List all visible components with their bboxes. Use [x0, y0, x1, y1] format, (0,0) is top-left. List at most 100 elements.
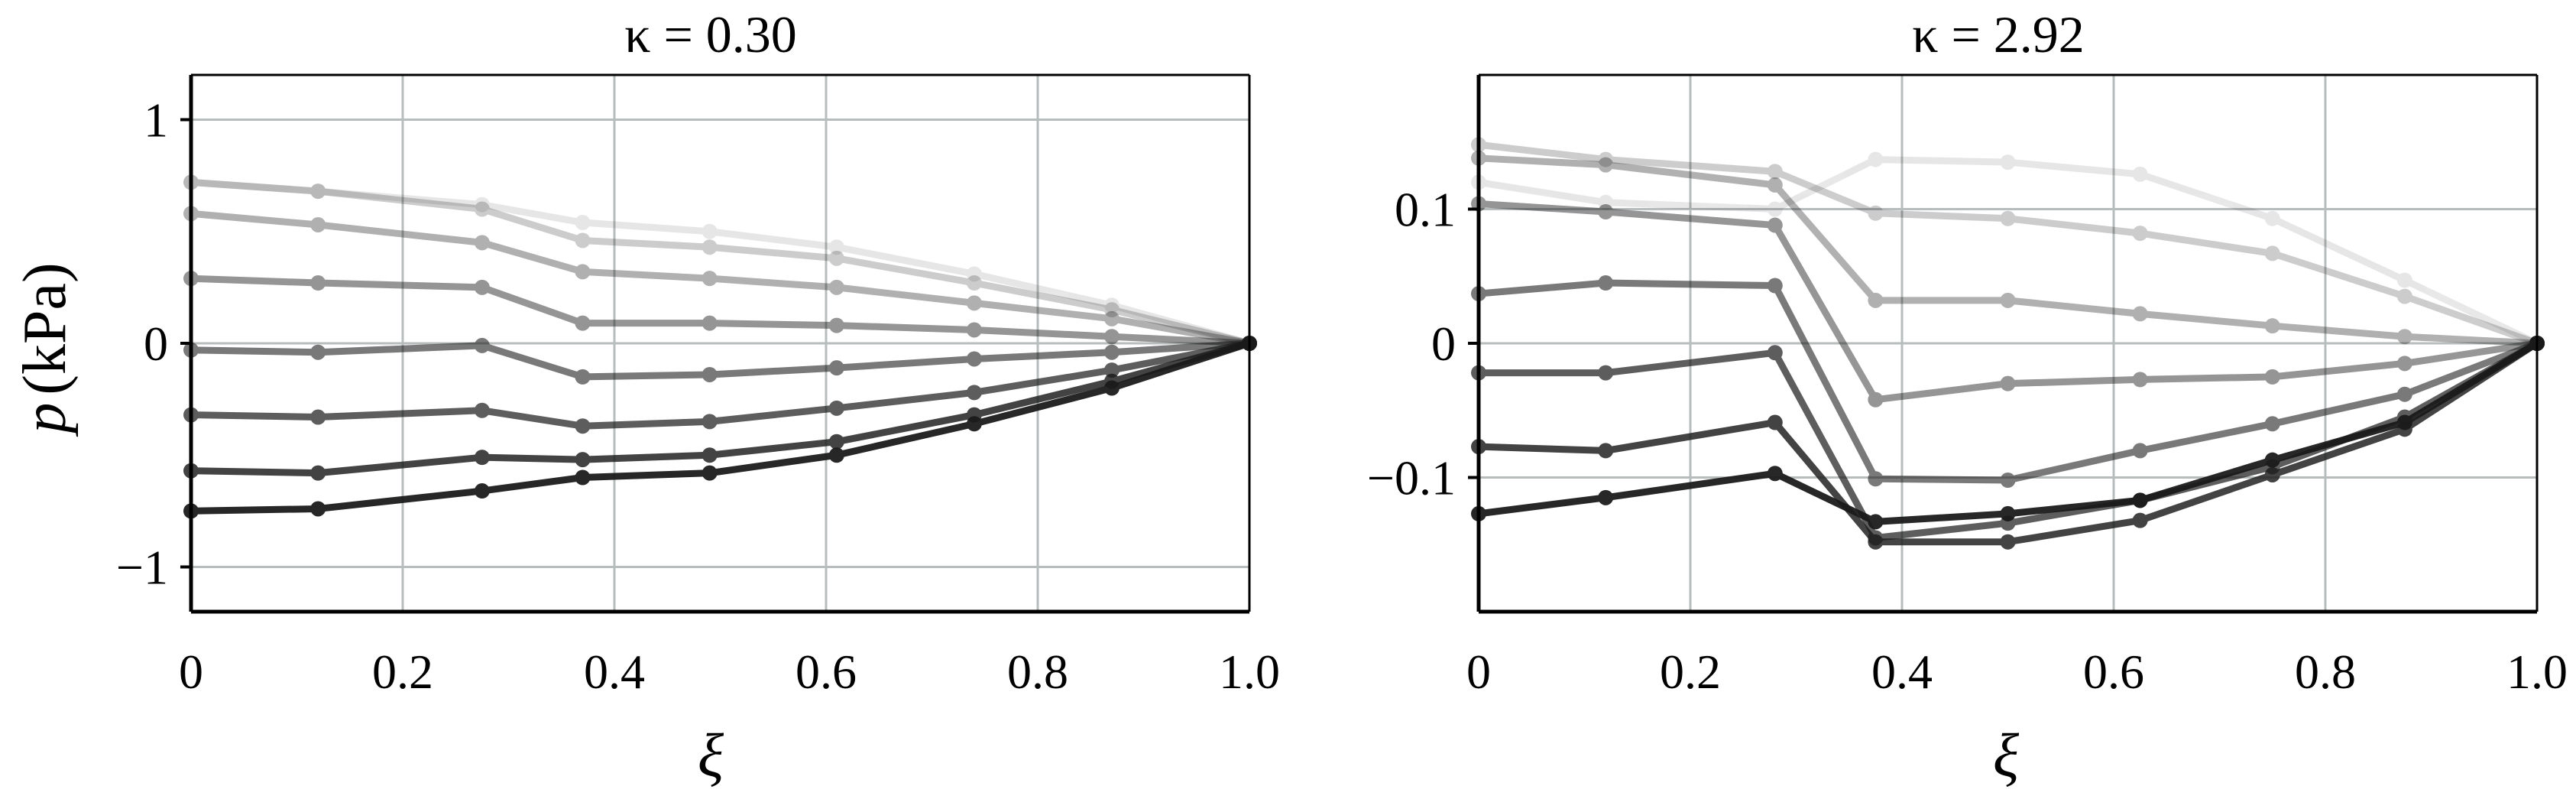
data-point [702, 223, 718, 239]
data-point [1868, 514, 1884, 530]
data-point [2264, 416, 2280, 432]
data-point [828, 400, 844, 416]
data-point [1767, 201, 1783, 217]
data-point [474, 450, 490, 466]
panel-title: κ = 0.30 [624, 5, 797, 63]
data-point [2000, 154, 2016, 171]
data-point [474, 402, 490, 418]
series-line [1478, 141, 2539, 347]
x-tick-label: 0.4 [584, 645, 645, 699]
x-tick-labels: 0 0.2 0.4 0.6 0.8 1.0 [1466, 645, 2568, 699]
x-tick-label: 0.6 [795, 645, 857, 699]
data-point [828, 434, 844, 450]
series-line [190, 339, 1251, 477]
data-point [575, 418, 591, 434]
panel-kappa-high: κ = 2.92 0 0.2 0.4 0.6 0.8 1.0 −0.1 0 0.1 ξ [1367, 5, 2568, 790]
data-point [2264, 466, 2280, 482]
data-point [2396, 329, 2412, 345]
data-point [702, 465, 718, 481]
x-tick-label: 0.6 [2083, 645, 2144, 699]
y-tick-label: 0 [1431, 317, 1456, 371]
data-point [1103, 380, 1120, 396]
series-7 [1471, 336, 2545, 530]
data-point [310, 344, 326, 360]
data-point [474, 201, 490, 217]
data-point [2132, 372, 2148, 388]
y-tick-label: 1 [144, 93, 168, 148]
data-point [1868, 151, 1884, 167]
data-point [2396, 414, 2412, 430]
series-3 [183, 271, 1257, 351]
data-point [1767, 414, 1783, 430]
series-2 [1471, 150, 2545, 351]
x-tick-label: 1.0 [2506, 645, 2568, 699]
data-point [1103, 297, 1120, 313]
series-line [190, 339, 1251, 515]
data-point [2396, 356, 2412, 372]
series-6 [183, 336, 1257, 481]
data-point [2132, 492, 2148, 508]
data-point [966, 266, 982, 282]
data-point [310, 216, 326, 232]
y-tick-label: −1 [116, 541, 168, 595]
data-point [575, 315, 591, 331]
data-point [828, 317, 844, 333]
series-line [190, 274, 1250, 347]
data-point [1103, 310, 1120, 326]
series-4 [183, 336, 1257, 385]
series-2 [183, 206, 1257, 351]
data-point [310, 184, 326, 200]
grid [191, 75, 1251, 612]
series-4 [1471, 275, 2545, 489]
series-0 [1471, 151, 2545, 351]
data-point [1598, 275, 1614, 291]
data-point [1868, 205, 1884, 221]
data-point [474, 197, 490, 213]
x-tick-label: 1.0 [1219, 645, 1280, 699]
data-point [310, 465, 326, 481]
data-point [1598, 489, 1614, 505]
data-point [2132, 443, 2148, 459]
x-tick-label: 0.8 [1007, 645, 1068, 699]
data-point [702, 366, 718, 382]
panel-title: κ = 2.92 [1912, 5, 2085, 63]
y-tick-label: 0.1 [1395, 183, 1456, 237]
series-line [1478, 200, 2538, 404]
data-point [1868, 391, 1884, 408]
y-tick-labels: −1 0 1 [116, 93, 168, 595]
data-point [828, 239, 844, 255]
data-point [1868, 292, 1884, 308]
data-point [474, 279, 490, 295]
data-point [828, 360, 844, 376]
data-point [310, 501, 326, 517]
data-point [966, 385, 982, 401]
data-point [966, 322, 982, 338]
data-point [2396, 386, 2412, 402]
data-point [575, 215, 591, 231]
series-layer [183, 174, 1257, 519]
data-point [702, 271, 718, 287]
panel-kappa-low: κ = 0.30 0 0.2 0.4 0.6 0.8 1.0 −101 ξ p(kPa) [11, 5, 1280, 790]
y-tick-labels: −0.1 0 0.1 [1367, 183, 1456, 505]
data-point [966, 416, 982, 432]
data-point [828, 279, 844, 295]
data-point [575, 469, 591, 486]
data-point [1103, 302, 1120, 318]
series-line [190, 178, 1251, 347]
x-tick-label: 0 [179, 645, 203, 699]
data-point [2132, 166, 2148, 182]
data-point [2000, 210, 2016, 226]
data-point [2264, 452, 2280, 468]
data-point [1767, 217, 1783, 233]
data-point [1598, 151, 1614, 167]
x-tick-labels: 0 0.2 0.4 0.6 0.8 1.0 [179, 645, 1280, 699]
data-point [702, 239, 718, 255]
data-point [2000, 292, 2016, 308]
x-axis-label: ξ [698, 723, 724, 790]
y-tick-label: −0.1 [1367, 451, 1456, 505]
data-point [1598, 157, 1614, 173]
x-tick-label: 0 [1466, 645, 1491, 699]
data-point [2264, 369, 2280, 385]
y-axis-label-var: p [11, 403, 79, 437]
